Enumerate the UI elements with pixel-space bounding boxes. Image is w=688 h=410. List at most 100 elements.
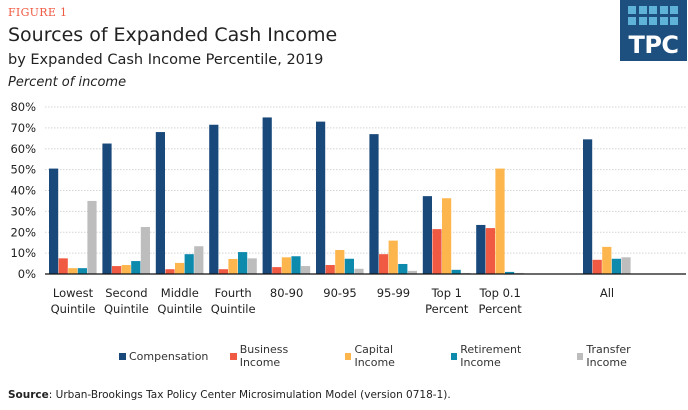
bar-compensation <box>155 132 165 274</box>
y-tick-label: 30% <box>10 204 36 218</box>
logo-grid-square <box>670 6 678 14</box>
y-tick-label: 20% <box>10 225 36 239</box>
legend-label: Retirement Income <box>460 343 522 369</box>
bar-business-income <box>58 258 68 274</box>
bar-retirement-income <box>291 256 301 274</box>
bar-capital-income <box>68 268 78 274</box>
bar-compensation <box>369 134 379 274</box>
bar-chart: 0% 10% 20% 30% 40% 50% 60% 70% 80% Lowest Quintile… <box>10 100 686 316</box>
bar-capital-income <box>121 265 131 274</box>
x-tick-label: Quintile <box>51 302 96 316</box>
y-tick-label: 50% <box>10 163 36 177</box>
bar-retirement-income <box>398 263 408 274</box>
bar-retirement-income <box>611 258 621 274</box>
bar-capital-income <box>228 258 238 274</box>
bar-business-income <box>592 259 602 274</box>
legend-item: Transfer Income <box>577 343 666 369</box>
bar-capital-income <box>495 168 505 274</box>
figure-label: FIGURE 1 <box>8 6 68 19</box>
x-tick-label: Top 0.1 <box>479 286 521 300</box>
legend-swatch <box>345 352 352 360</box>
footnote-text: : Urban-Brookings Tax Policy Center Micr… <box>48 389 451 401</box>
x-tick-label: All <box>600 286 614 300</box>
y-tick-label: 10% <box>10 246 36 260</box>
y-tick-label: 40% <box>10 184 36 198</box>
bar-business-income <box>272 267 282 274</box>
bar-transfer-income <box>354 268 364 274</box>
x-tick-label: Percent <box>479 302 523 316</box>
logo-grid-square <box>628 6 636 14</box>
logo-grid-square <box>659 6 668 14</box>
bar-retirement-income <box>505 271 515 274</box>
bar-transfer-income <box>87 200 97 274</box>
x-tick-label: Quintile <box>104 302 149 316</box>
legend-swatch <box>577 352 584 360</box>
legend: Compensation Business Income Capital Incom… <box>119 343 688 369</box>
bar-compensation <box>209 124 219 275</box>
bar-retirement-income <box>344 258 354 274</box>
bar-retirement-income <box>184 254 194 274</box>
chart-subtitle: by Expanded Cash Income Percentile, 2019 <box>8 52 324 68</box>
bar-retirement-income <box>77 268 87 274</box>
bar-compensation <box>316 121 326 274</box>
legend-label: Capital Income <box>354 343 395 369</box>
legend-item: Compensation <box>119 343 208 369</box>
y-tick-label: 80% <box>10 100 36 114</box>
bar-capital-income <box>281 257 291 274</box>
legend-label: Compensation <box>129 349 209 363</box>
legend-swatch <box>230 352 237 360</box>
bar-capital-income <box>388 240 398 274</box>
logo-grid-square <box>638 6 647 14</box>
x-tick-label: 80-90 <box>270 286 303 300</box>
bar-retirement-income <box>131 261 141 274</box>
legend-item: Business Income <box>230 343 323 369</box>
bar-retirement-income <box>238 252 248 274</box>
x-tick-label: Second <box>105 286 147 300</box>
legend-label: Business Income <box>239 343 289 369</box>
bar-transfer-income <box>140 227 150 274</box>
logo-grid-square <box>638 16 647 25</box>
bar-compensation <box>49 168 59 274</box>
legend-label: Transfer Income <box>586 343 631 369</box>
chart-title: Sources of Expanded Cash Income <box>8 24 338 46</box>
x-tick-label: Percent <box>425 302 469 316</box>
bar-compensation <box>102 143 112 274</box>
logo-grid-square <box>670 16 678 25</box>
bar-transfer-income <box>621 257 631 274</box>
bar-compensation <box>262 117 272 274</box>
bar-compensation <box>583 139 593 274</box>
bar-business-income <box>112 266 122 274</box>
bar-transfer-income <box>301 266 311 274</box>
bar-transfer-income <box>407 270 417 274</box>
legend-swatch <box>119 352 126 360</box>
x-tick-label: 95-99 <box>377 286 410 300</box>
bar-business-income <box>325 265 335 274</box>
legend-swatch <box>450 352 458 360</box>
bar-capital-income <box>602 246 612 274</box>
logo-grid-square <box>649 6 657 14</box>
y-tick-label: 70% <box>10 121 36 135</box>
x-tick-label: Middle <box>161 286 199 300</box>
bar-business-income <box>432 229 442 274</box>
bar-transfer-income <box>194 246 204 274</box>
y-tick-label: 0% <box>18 267 36 281</box>
bar-business-income <box>218 269 228 274</box>
x-tick-label: Fourth <box>215 286 252 300</box>
logo-grid-square <box>659 16 668 25</box>
x-tick-label: Quintile <box>211 302 256 316</box>
footnote-label: Source <box>8 389 49 401</box>
x-tick-label: Quintile <box>157 302 202 316</box>
x-tick-label: Lowest <box>53 286 94 300</box>
footnote: Source: Urban-Brookings Tax Policy Cente… <box>8 389 451 401</box>
legend-item: Retirement Income <box>450 343 555 369</box>
bar-capital-income <box>175 262 185 274</box>
x-tick-label: Top 1 <box>431 286 462 300</box>
y-unit-label: Percent of income <box>8 75 127 90</box>
bar-capital-income <box>442 198 452 274</box>
y-tick-label: 60% <box>10 142 36 156</box>
bar-transfer-income <box>247 258 257 274</box>
logo-grid-square <box>649 16 657 25</box>
tpc-logo: TPC <box>620 0 687 61</box>
bar-compensation <box>422 196 432 274</box>
